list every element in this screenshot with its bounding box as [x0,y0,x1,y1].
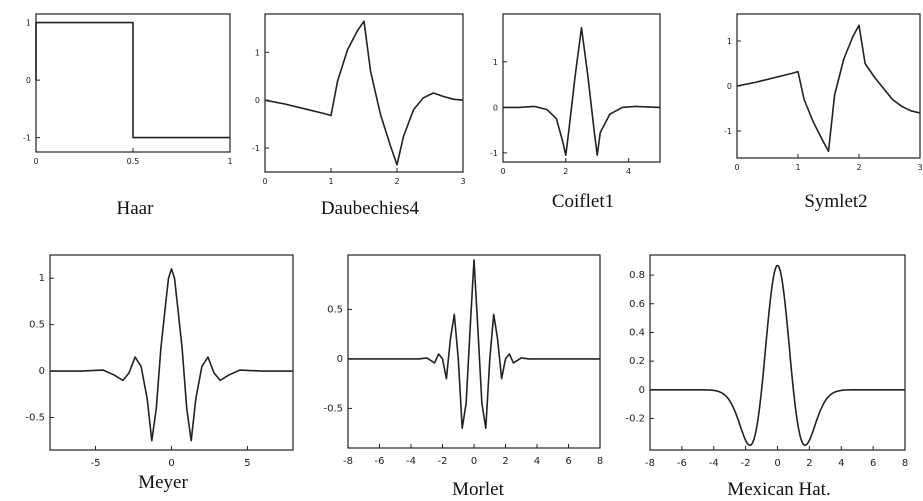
y-tick-label: 1 [26,19,31,28]
y-tick-label: 0.8 [629,270,645,281]
wavelet-curve [264,20,464,166]
plot-frame [649,254,906,451]
x-tick-label: 3 [917,163,922,172]
x-tick-label: 0 [168,458,174,469]
panel-label: Mexican Hat. [727,479,830,500]
y-tick-label: 0 [39,366,45,377]
plot-frame [736,13,921,159]
x-tick-label: -4 [406,456,416,467]
y-tick-label: 1 [255,48,260,57]
y-tick-label: 0 [727,82,732,91]
x-tick-label: 4 [838,458,844,469]
x-tick-label: 0 [33,157,38,166]
plot-frame [49,254,294,451]
x-tick-label: 0 [774,458,780,469]
panel-label: Daubechies4 [321,198,420,219]
panel-label: Coiflet1 [552,191,614,212]
x-tick-label: 2 [856,163,861,172]
y-tick-label: 0 [255,96,260,105]
wavelet-panel-1: 0 0.5 1 1 0 -1 Haar [23,13,233,219]
panel-label: Meyer [138,472,188,493]
y-tick-label: -0.5 [323,403,343,414]
y-tick-label: -1 [724,127,732,136]
y-tick-label: 0 [493,103,498,112]
x-tick-label: -6 [677,458,687,469]
panel-label: Morlet [452,479,504,500]
y-tick-label: 1 [493,58,498,67]
wavelet-curve [736,24,921,153]
wavelet-curve [503,26,661,156]
y-tick-label: -0.2 [625,413,645,424]
x-tick-label: 0 [734,163,739,172]
x-tick-label: 6 [565,456,571,467]
wavelet-panel-7: -8 -6 -4 -2 0 2 4 6 8 0.8 0.6 0.4 0.2 0 -0.2 Mexican Ha… [625,254,908,500]
wavelet-panel-6: -8 -6 -4 -2 0 2 4 6 8 0.5 0 -0.5 Morlet [323,254,603,500]
y-tick-label: 0.5 [327,304,343,315]
y-tick-label: 1 [39,273,45,284]
y-tick-label: 0 [337,354,343,365]
x-tick-label: -8 [645,458,655,469]
y-tick-label: 0.5 [29,320,45,331]
x-tick-label: -5 [91,458,101,469]
x-tick-label: 6 [870,458,876,469]
panel-label: Haar [117,198,155,219]
x-tick-label: 2 [502,456,508,467]
y-tick-label: -0.5 [25,413,45,424]
x-tick-label: 4 [626,167,631,176]
x-tick-label: 0 [500,167,505,176]
x-tick-label: -2 [741,458,751,469]
y-tick-label: -1 [490,149,498,158]
x-tick-label: 0 [471,456,477,467]
x-tick-label: 0 [262,177,267,186]
wavelet-curve [50,268,293,442]
x-tick-label: 1 [795,163,800,172]
wavelet-curve [35,21,230,139]
y-tick-label: 0.4 [629,327,645,338]
y-tick-label: 0.2 [629,356,645,367]
wavelet-panel-4: 0 1 2 3 1 0 -1 Symlet2 [724,13,923,212]
x-tick-label: -6 [375,456,385,467]
x-tick-label: 4 [534,456,540,467]
plot-frame [264,13,464,173]
panel-label: Symlet2 [804,191,867,212]
x-tick-label: -4 [709,458,719,469]
x-tick-label: 2 [394,177,399,186]
x-tick-label: 8 [902,458,908,469]
y-tick-label: -1 [23,134,31,143]
y-tick-label: -1 [252,144,260,153]
x-tick-label: 8 [597,456,603,467]
wavelet-panel-2: 0 1 2 3 1 0 -1 Daubechies4 [252,13,466,219]
y-tick-label: 0 [639,385,645,396]
x-tick-label: 3 [460,177,465,186]
x-tick-label: 2 [806,458,812,469]
plot-frame [347,254,601,449]
x-tick-label: 5 [244,458,250,469]
y-tick-label: 0 [26,76,31,85]
wavelet-curve [348,259,600,429]
x-tick-label: -2 [438,456,448,467]
wavelet-curve [650,264,905,446]
x-tick-label: 2 [563,167,568,176]
wavelet-panel-5: -5 0 5 1 0.5 0 -0.5 Meyer [25,254,294,493]
x-tick-label: 1 [328,177,333,186]
y-tick-label: 1 [727,37,732,46]
x-tick-label: 0.5 [127,157,140,166]
y-tick-label: 0.6 [629,299,645,310]
x-tick-label: -8 [343,456,353,467]
plot-frame [502,13,661,163]
x-tick-label: 1 [227,157,232,166]
